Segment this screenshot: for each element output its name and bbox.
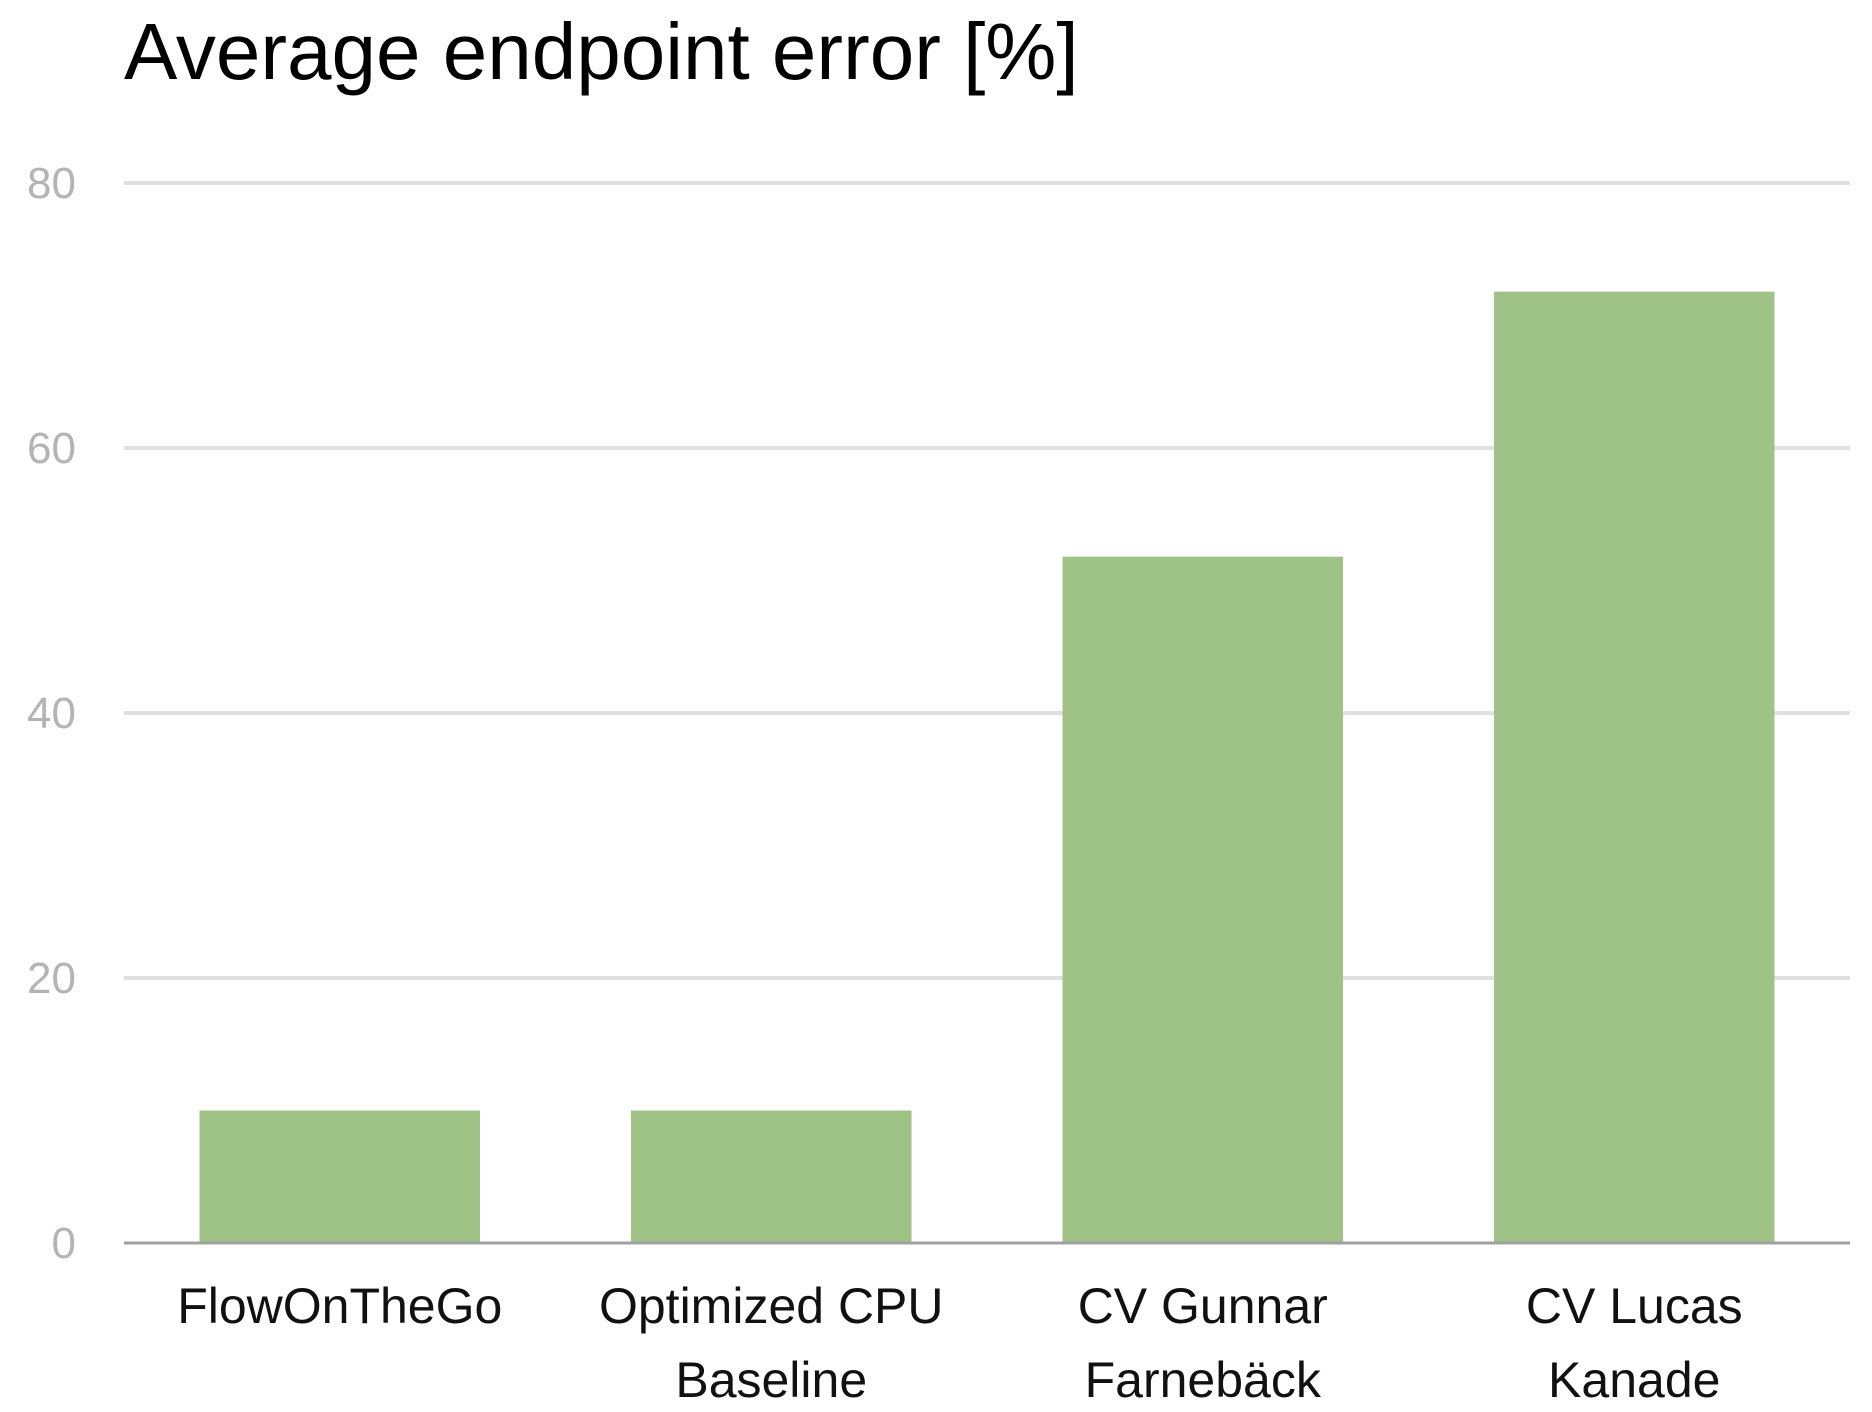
- y-tick-label: 80: [27, 159, 76, 208]
- y-tick-label: 0: [52, 1219, 76, 1268]
- x-category-label-line: Kanade: [1548, 1352, 1720, 1408]
- y-tick-label: 40: [27, 689, 76, 738]
- bar: [199, 1110, 480, 1243]
- y-axis-ticks: 0 20 40 60 80: [27, 159, 76, 1268]
- x-category-label: CV Gunnar Farnebäck: [1078, 1278, 1328, 1408]
- bars: [199, 291, 1775, 1243]
- x-category-label-line: Baseline: [675, 1352, 867, 1408]
- bar: [631, 1110, 912, 1243]
- bar: [1062, 556, 1343, 1243]
- x-category-label-line: Optimized CPU: [599, 1278, 944, 1334]
- x-category-label-line: CV Lucas: [1526, 1278, 1743, 1334]
- x-category-label-line: Farnebäck: [1085, 1352, 1322, 1408]
- x-category-label: FlowOnTheGo: [177, 1278, 502, 1334]
- y-tick-label: 20: [27, 954, 76, 1003]
- x-category-label: Optimized CPU Baseline: [599, 1278, 944, 1408]
- x-category-label: CV Lucas Kanade: [1526, 1278, 1743, 1408]
- chart-title: Average endpoint error [%]: [124, 7, 1079, 96]
- x-axis-labels: FlowOnTheGo Optimized CPU Baseline CV Gunna…: [177, 1278, 1742, 1408]
- x-category-label-line: CV Gunnar: [1078, 1278, 1328, 1334]
- y-tick-label: 60: [27, 424, 76, 473]
- bar: [1494, 291, 1775, 1243]
- x-category-label-line: FlowOnTheGo: [177, 1278, 502, 1334]
